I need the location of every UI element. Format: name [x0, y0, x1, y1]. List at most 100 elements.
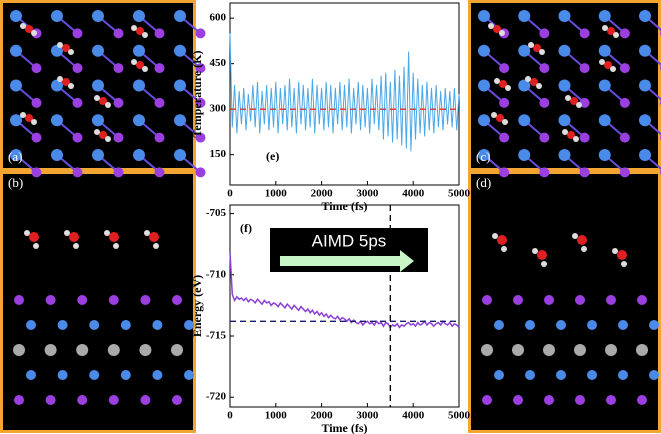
- atom: [144, 230, 150, 236]
- atom: [172, 295, 182, 305]
- x-tick-label: 2000: [311, 410, 334, 422]
- atom: [94, 95, 100, 101]
- atom: [494, 320, 504, 330]
- panel-label: (c): [476, 149, 490, 164]
- atom: [51, 10, 63, 22]
- atom: [184, 320, 194, 330]
- atom: [62, 44, 70, 52]
- atom: [154, 28, 165, 39]
- atom: [174, 149, 186, 161]
- atom: [154, 167, 165, 178]
- x-tick-label: 1000: [265, 188, 288, 200]
- atom: [613, 32, 619, 38]
- atom: [108, 295, 119, 305]
- atom: [26, 370, 36, 380]
- atom: [172, 395, 182, 405]
- atom: [539, 49, 545, 55]
- atom: [478, 44, 490, 57]
- atom: [13, 344, 25, 356]
- atom: [76, 344, 89, 356]
- x-tick-label: 3000: [356, 188, 379, 200]
- atom: [530, 78, 538, 86]
- atom: [57, 42, 63, 48]
- atom: [133, 44, 145, 57]
- atom: [525, 76, 531, 82]
- panel-label: (a): [8, 149, 22, 164]
- atom: [518, 149, 531, 161]
- annotation-arrow: [280, 250, 414, 272]
- atom: [558, 149, 571, 161]
- panel-label: (b): [8, 175, 23, 190]
- atom: [139, 344, 152, 356]
- atom: [558, 10, 571, 22]
- atom: [575, 295, 585, 305]
- atom: [478, 149, 490, 161]
- atom: [10, 114, 22, 127]
- y-tick-label: 600: [210, 12, 227, 24]
- atom: [10, 79, 22, 92]
- atom: [109, 232, 119, 242]
- atom: [31, 63, 42, 74]
- atom: [581, 246, 587, 252]
- atom: [598, 44, 611, 57]
- atom: [72, 132, 83, 143]
- atom: [619, 63, 630, 74]
- atom: [602, 25, 608, 31]
- atom: [136, 27, 144, 35]
- atom: [131, 25, 137, 31]
- atom: [105, 136, 111, 142]
- atom: [598, 10, 611, 22]
- plot-frame: [229, 204, 460, 408]
- atom: [579, 97, 590, 108]
- atom: [639, 114, 651, 127]
- atom: [575, 395, 585, 405]
- atom: [573, 136, 579, 142]
- atom: [605, 344, 617, 356]
- atom: [89, 320, 100, 330]
- atom: [152, 370, 163, 380]
- atom: [10, 10, 22, 22]
- annotation: AIMD 5ps: [312, 231, 387, 250]
- atom: [120, 370, 131, 380]
- atom: [576, 102, 582, 108]
- atom: [77, 295, 88, 305]
- atom: [579, 132, 590, 143]
- atom: [57, 370, 68, 380]
- atom: [133, 79, 145, 92]
- atom: [494, 78, 500, 84]
- atom: [113, 167, 124, 178]
- y-tick-label: 300: [210, 103, 227, 115]
- panel-label: (e): [266, 149, 279, 163]
- atom: [639, 79, 651, 92]
- atom: [92, 114, 104, 127]
- atom: [108, 395, 119, 405]
- atom: [89, 370, 100, 380]
- atom: [556, 370, 566, 380]
- atom: [92, 149, 104, 161]
- atom: [539, 63, 550, 74]
- atom: [20, 112, 26, 118]
- atom: [543, 344, 555, 356]
- atom: [499, 63, 510, 74]
- atom: [505, 85, 511, 91]
- atom: [587, 320, 597, 330]
- atom: [636, 344, 648, 356]
- atom: [518, 79, 531, 92]
- atom: [142, 32, 148, 38]
- atom: [579, 167, 590, 178]
- atom: [92, 10, 104, 22]
- atom: [131, 59, 137, 65]
- atom: [154, 132, 165, 143]
- atom: [26, 320, 36, 330]
- x-tick-label: 4000: [402, 410, 425, 422]
- panel-label: (f): [240, 221, 252, 235]
- atom: [51, 114, 63, 127]
- atom: [14, 395, 24, 405]
- atom: [618, 320, 628, 330]
- atom: [72, 167, 83, 178]
- x-tick-label: 0: [227, 188, 233, 200]
- atom: [195, 28, 206, 39]
- atom: [171, 344, 183, 356]
